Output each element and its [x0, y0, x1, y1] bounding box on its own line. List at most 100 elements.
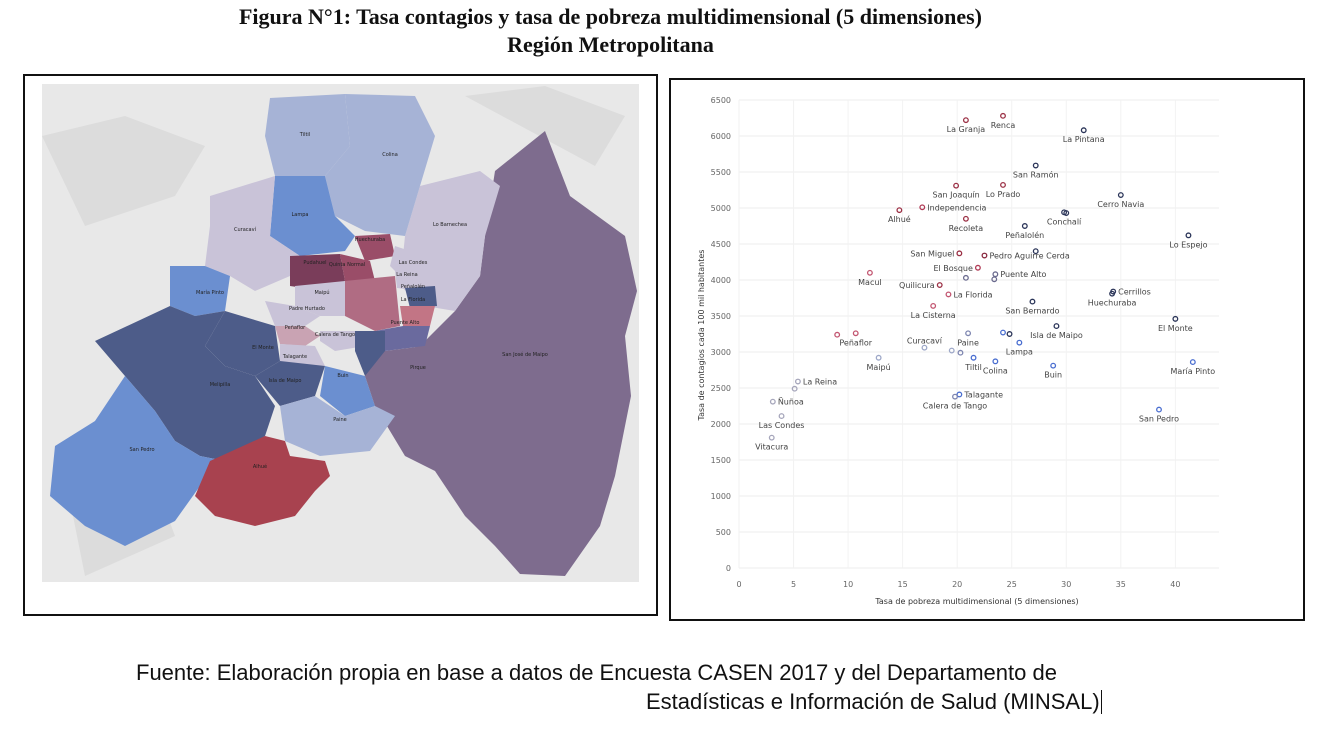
data-point [992, 271, 999, 278]
data-point [875, 354, 882, 361]
data-point [1000, 182, 1006, 188]
point-label: La Florida [953, 290, 992, 299]
figure-title-line1: Figura N°1: Tasa contagios y tasa de pob… [238, 4, 982, 29]
map-label-pudahuel: Pudahuel [303, 260, 326, 266]
data-point [769, 398, 776, 405]
map-label-paine: Paine [333, 417, 347, 423]
map-label-la-reina: La Reina [396, 272, 417, 278]
region-pirque [365, 346, 435, 416]
region-melipilla [95, 306, 275, 461]
data-point [953, 182, 960, 189]
region-san-pedro [50, 376, 225, 546]
x-tick-label: 20 [952, 580, 962, 589]
point-label: La Granja [947, 125, 986, 134]
map-label-calera-de-tango: Calera de Tango [315, 332, 355, 338]
point-label: Las Condes [759, 421, 805, 430]
y-tick-label: 1000 [711, 492, 731, 501]
region-isla-de-maipo [255, 361, 325, 406]
y-tick-label: 0 [726, 564, 731, 573]
y-tick-label: 6000 [711, 132, 731, 141]
map-label-pirque: Pirque [410, 365, 426, 371]
y-tick-label: 2000 [711, 420, 731, 429]
region-quinta-normal [340, 254, 375, 281]
x-tick-label: 25 [1007, 580, 1017, 589]
scatter-panel: 0 500 1000 1500 2000 2500 3000 3500 4000 4500 5000… [669, 78, 1305, 621]
map-label-san-pedro: San Pedro [129, 447, 154, 453]
data-point [970, 354, 977, 361]
region-maipu [295, 281, 345, 316]
data-point [962, 215, 969, 222]
map-label-alhu-: Alhué [253, 463, 267, 470]
data-point [992, 358, 999, 365]
point-label: Paine [957, 338, 979, 347]
data-point [866, 269, 873, 276]
point-label: María Pinto [1170, 367, 1215, 376]
map-label-las-condes: Las Condes [399, 260, 428, 266]
y-tick-label: 1500 [711, 456, 731, 465]
point-label: La Pintana [1063, 135, 1105, 144]
point-label: Peñalolén [1005, 230, 1044, 240]
point-label: El Monte [1158, 324, 1193, 333]
y-tick-label: 5000 [711, 204, 731, 213]
y-tick-label: 6500 [711, 96, 731, 105]
point-label: Macul [858, 278, 882, 287]
region-curacavi [205, 176, 300, 291]
region-alhue [195, 436, 330, 526]
point-label: Quilicura [899, 281, 935, 290]
data-point [1032, 162, 1039, 169]
point-label: San Miguel [910, 249, 954, 258]
region-tiltil [265, 94, 350, 176]
map-label-huechuraba: Huechuraba [355, 237, 385, 243]
y-axis-title: Tasa de contagios cada 100 mil habitante… [697, 250, 706, 422]
figure-title-line2: Región Metropolitana [507, 32, 714, 57]
point-label: Renca [991, 121, 1016, 130]
data-point [945, 291, 952, 298]
data-point [974, 264, 981, 271]
data-point [791, 385, 798, 392]
map-label-tiltil: Tiltil [299, 132, 310, 138]
y-tick-label: 3500 [711, 312, 731, 321]
data-point [962, 274, 969, 281]
data-point [896, 207, 903, 214]
x-tick-label: 30 [1061, 580, 1071, 589]
point-label: San Joaquín [932, 191, 979, 200]
x-tick-label: 5 [791, 580, 796, 589]
source-line2: Estadísticas e Información de Salud (MIN… [646, 689, 1102, 714]
region-colina [325, 94, 435, 236]
data-point [1021, 223, 1028, 229]
region-maria-pinto [170, 266, 230, 316]
data-point [948, 347, 955, 354]
point-label: La Reina [803, 378, 837, 387]
data-point [962, 117, 969, 124]
point-label: San Bernardo [1005, 307, 1059, 316]
y-tick-label: 500 [716, 528, 731, 537]
data-point [852, 330, 859, 337]
point-label: Pedro Aguirre Cerda [989, 252, 1069, 261]
point-label: Vitacura [755, 443, 788, 452]
region-el-monte [205, 311, 280, 376]
data-point [1061, 209, 1068, 216]
x-tick-label: 10 [843, 580, 853, 589]
x-tick-label: 40 [1170, 580, 1180, 589]
map-label-talagante: Talagante [282, 354, 307, 360]
point-label: Calera de Tango [923, 402, 988, 411]
map-label-pe-alol-n: Peñalolén [401, 283, 425, 290]
data-point [952, 393, 958, 400]
data-point [794, 378, 801, 385]
data-point [778, 413, 785, 420]
y-tick-label: 3000 [711, 348, 731, 357]
data-point [1109, 290, 1116, 297]
point-label: Ñuñoa [778, 397, 804, 407]
map-label-curacav-: Curacaví [234, 226, 257, 233]
point-label: La Cisterna [911, 311, 956, 320]
choropleth-map: Tiltil Colina Lampa Curacaví Lo Barnechea Hue… [42, 84, 639, 582]
map-label-buin: Buin [337, 373, 348, 379]
data-point [936, 282, 943, 288]
point-label: Cerrillos [1118, 288, 1151, 297]
data-point [1117, 192, 1124, 198]
data-point [1006, 331, 1013, 337]
region-puente-alto [375, 326, 430, 351]
map-label-colina: Colina [382, 152, 398, 158]
point-label: Independencia [927, 203, 986, 212]
region-padre-hurtado [265, 301, 320, 326]
